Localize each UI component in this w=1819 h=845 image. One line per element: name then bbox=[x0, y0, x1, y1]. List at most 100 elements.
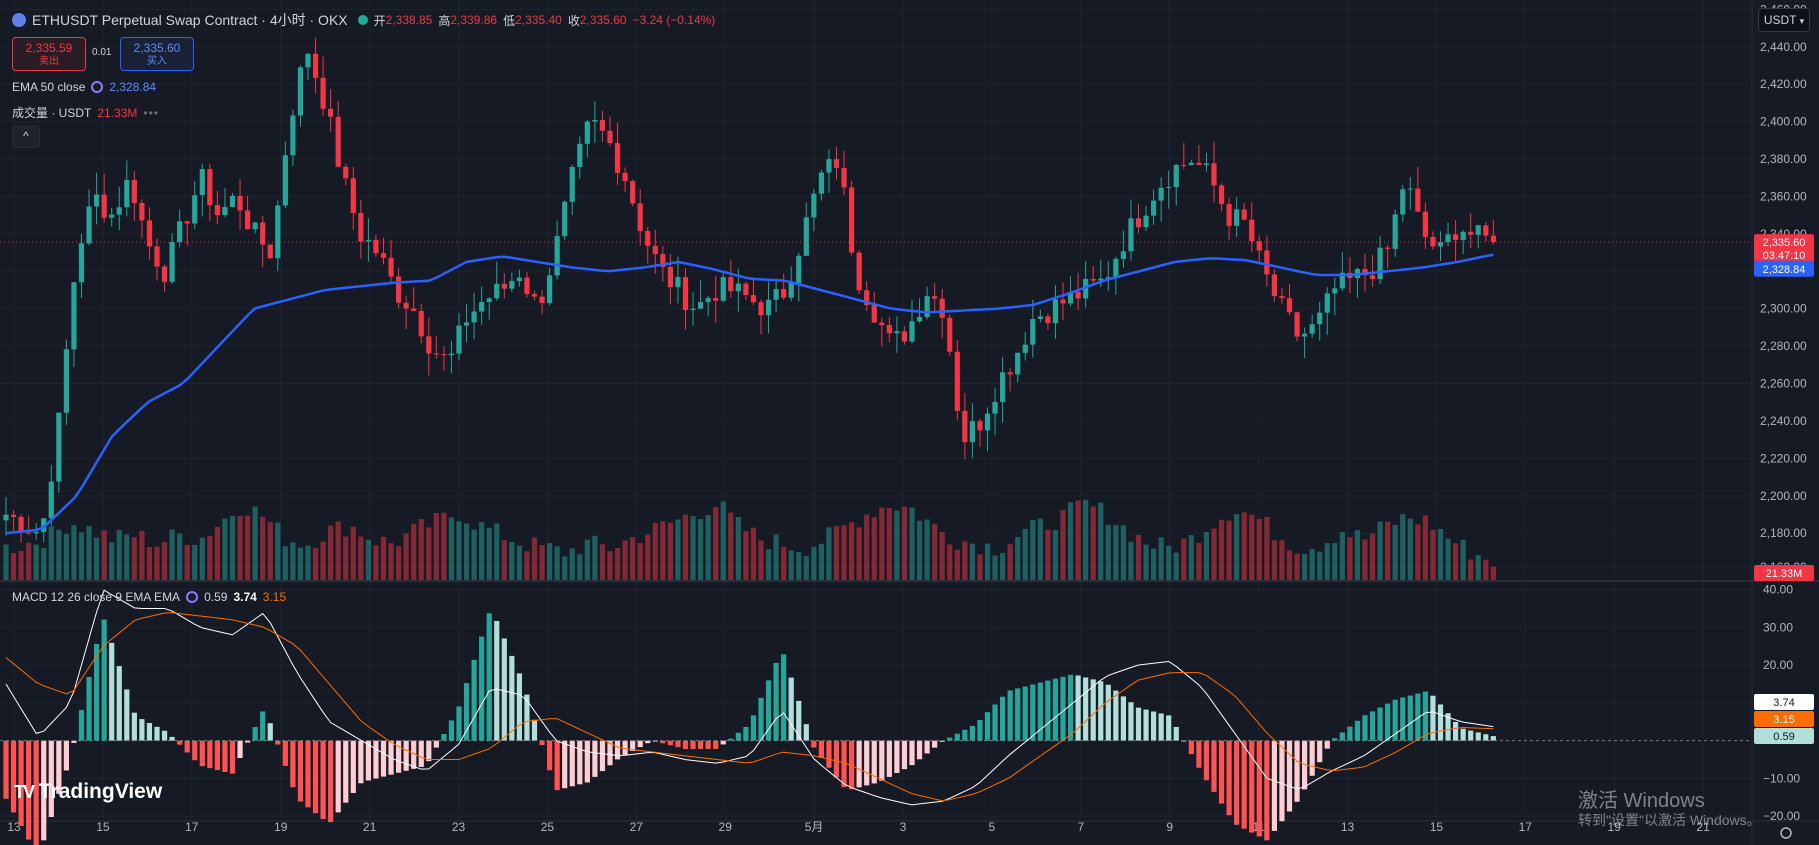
macd-histogram-bar bbox=[1460, 728, 1466, 741]
symbol-title[interactable]: ETHUSDT Perpetual Swap Contract · 4小时 · … bbox=[32, 12, 348, 28]
volume-bar bbox=[1347, 537, 1353, 580]
more-icon[interactable]: ••• bbox=[143, 105, 159, 120]
volume-bar bbox=[1151, 548, 1157, 580]
candle-body bbox=[833, 159, 840, 168]
volume-bar bbox=[630, 537, 636, 580]
candle-body bbox=[592, 119, 598, 122]
sell-button[interactable]: 2,335.59 卖出 bbox=[12, 37, 86, 71]
volume-bar bbox=[10, 553, 17, 580]
time-axis-label: 3 bbox=[900, 820, 907, 834]
candle-body bbox=[1490, 235, 1496, 243]
macd-histogram-bar bbox=[290, 740, 296, 788]
candle-body bbox=[939, 298, 945, 318]
price-axis-label: 2,360.00 bbox=[1760, 189, 1807, 203]
candle-body bbox=[1437, 242, 1444, 247]
candle-body bbox=[1196, 162, 1202, 165]
volume-legend-value: 21.33M bbox=[97, 105, 138, 120]
macd-histogram-bar bbox=[116, 666, 122, 741]
candle-body bbox=[1030, 319, 1036, 345]
macd-histogram-bar bbox=[1279, 740, 1285, 822]
macd-histogram-bar bbox=[939, 740, 945, 742]
macd-histogram-bar bbox=[501, 638, 507, 741]
candle-body bbox=[1264, 250, 1270, 275]
candle-body bbox=[411, 308, 417, 311]
candle-body bbox=[750, 295, 757, 303]
candle-body bbox=[1309, 324, 1315, 334]
macd-histogram-bar bbox=[267, 723, 273, 741]
volume-bar bbox=[969, 543, 975, 580]
volume-series bbox=[3, 499, 1496, 580]
macd-histogram-bar bbox=[41, 740, 47, 841]
macd-legend-label[interactable]: MACD 12 26 close 9 EMA EMA bbox=[12, 590, 181, 604]
candle-body bbox=[607, 130, 613, 144]
macd-histogram-bar bbox=[312, 740, 319, 814]
macd-axis-label: 20.00 bbox=[1763, 658, 1793, 672]
volume-bar bbox=[879, 507, 885, 580]
volume-bar bbox=[1339, 532, 1345, 580]
candle-body bbox=[1188, 162, 1194, 166]
candle-body bbox=[614, 143, 621, 173]
currency-button[interactable]: USDT ▾ bbox=[1758, 8, 1810, 32]
tradingview-logo-text: TradingView bbox=[38, 780, 163, 803]
buy-button[interactable]: 2,335.60 买入 bbox=[120, 37, 194, 71]
candle-body bbox=[222, 207, 228, 215]
macd-histogram-bar bbox=[569, 740, 575, 787]
macd-histogram-bar bbox=[1030, 684, 1036, 741]
candle-body bbox=[818, 172, 824, 194]
candle-body bbox=[63, 349, 69, 413]
volume-legend-label[interactable]: 成交量 · USDT bbox=[12, 106, 92, 120]
macd-histogram-bar bbox=[1090, 679, 1096, 741]
macd-histogram-bar bbox=[954, 733, 960, 741]
ema-legend-label[interactable]: EMA 50 close bbox=[12, 80, 86, 94]
candle-body bbox=[184, 221, 190, 224]
macd-histogram-bar bbox=[509, 655, 515, 741]
volume-bar bbox=[448, 517, 455, 580]
macd-histogram-bar bbox=[139, 719, 145, 741]
macd-histogram-bar bbox=[1385, 703, 1391, 741]
volume-bar bbox=[184, 544, 190, 580]
tradingview-logo[interactable]: TV TradingView bbox=[14, 780, 162, 804]
ema-line bbox=[5, 253, 1494, 535]
ohlc-low-value: 2,335.40 bbox=[515, 13, 562, 27]
volume-bar bbox=[501, 540, 507, 580]
macd-histogram-bar bbox=[237, 740, 243, 759]
macd-axis-label: 40.00 bbox=[1763, 583, 1793, 597]
volume-bar bbox=[1218, 519, 1225, 580]
volume-bar bbox=[765, 549, 772, 580]
volume-bar bbox=[1249, 514, 1255, 580]
volume-bar bbox=[1234, 514, 1240, 580]
macd-histogram-bar bbox=[426, 740, 432, 762]
macd-histogram-bar bbox=[229, 740, 236, 774]
volume-bar bbox=[622, 540, 628, 580]
candle-body bbox=[1166, 186, 1172, 188]
candle-body bbox=[192, 195, 198, 224]
candle-body bbox=[18, 516, 24, 533]
ohlc-high-value: 2,339.86 bbox=[450, 13, 498, 27]
volume-bar bbox=[1203, 532, 1210, 580]
candle-body bbox=[426, 336, 432, 354]
candle-body bbox=[365, 239, 371, 242]
last-price-badge: 03:47:10 bbox=[1763, 250, 1806, 262]
macd-histogram-bar bbox=[418, 740, 424, 767]
candle-body bbox=[199, 169, 205, 196]
volume-bar bbox=[267, 521, 273, 580]
macd-histogram-bar bbox=[441, 734, 447, 741]
collapse-legend-button[interactable]: ^ bbox=[12, 126, 40, 148]
candle-body bbox=[1060, 299, 1066, 304]
volume-bar bbox=[698, 519, 704, 580]
volume-bar bbox=[78, 532, 85, 580]
candle-body bbox=[1400, 189, 1406, 215]
candle-body bbox=[1090, 278, 1096, 281]
macd-histogram-bar bbox=[584, 740, 590, 783]
volume-bar bbox=[471, 529, 477, 580]
volume-bar bbox=[1188, 535, 1194, 580]
volume-bar bbox=[94, 537, 100, 580]
volume-bar bbox=[26, 542, 32, 580]
candle-body bbox=[290, 115, 296, 156]
settings-icon[interactable] bbox=[1780, 827, 1792, 839]
candle-body bbox=[826, 159, 832, 173]
volume-bar bbox=[1007, 544, 1013, 580]
macd-histogram-bar bbox=[169, 736, 175, 741]
macd-histogram-bar bbox=[1105, 684, 1111, 741]
